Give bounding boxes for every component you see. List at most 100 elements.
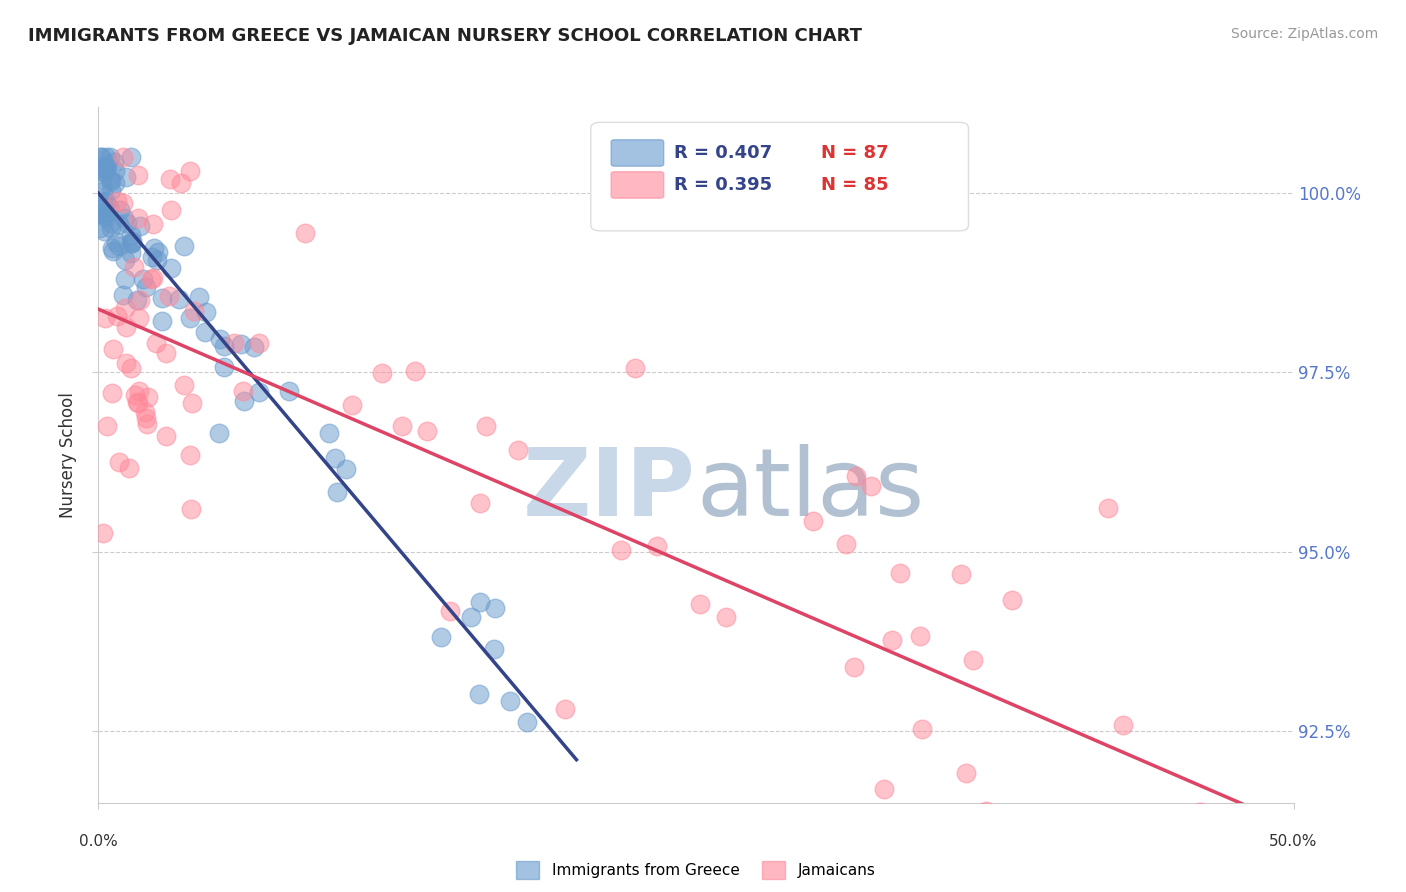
Point [121, 235, 143, 249]
Point [125, 395, 148, 409]
Point [484, 600, 506, 615]
Point [484, 642, 506, 657]
Point [91, 184, 114, 198]
Point [107, 239, 129, 253]
Point [610, 543, 633, 558]
Point [145, 336, 167, 351]
Point [294, 226, 316, 240]
Point [499, 693, 522, 707]
Point [468, 594, 491, 608]
Text: N = 87: N = 87 [821, 144, 889, 162]
Point [844, 660, 866, 674]
Point [90, 178, 112, 192]
Point [183, 303, 205, 318]
Point [108, 455, 131, 469]
Point [155, 346, 177, 360]
Point [371, 366, 394, 380]
Point [342, 398, 364, 412]
Point [179, 310, 201, 325]
Point [323, 450, 346, 465]
Point [516, 714, 538, 729]
Point [208, 426, 231, 441]
Text: R = 0.407: R = 0.407 [675, 144, 772, 162]
Point [243, 339, 266, 353]
Text: ZIP: ZIP [523, 443, 696, 536]
Point [115, 217, 138, 231]
Point [96, 150, 118, 164]
FancyBboxPatch shape [612, 172, 664, 198]
Point [141, 250, 163, 264]
Point [127, 211, 149, 226]
Point [105, 235, 128, 249]
Point [962, 653, 984, 667]
Point [121, 235, 143, 250]
Point [114, 320, 136, 334]
Point [689, 597, 711, 611]
Point [114, 301, 136, 315]
Point [623, 360, 645, 375]
Point [460, 610, 482, 624]
Point [100, 216, 122, 230]
Point [801, 514, 824, 528]
Point [188, 290, 211, 304]
Point [278, 384, 301, 398]
Point [159, 171, 181, 186]
Point [212, 339, 235, 353]
Point [93, 165, 115, 179]
Point [335, 461, 357, 475]
Point [111, 195, 134, 210]
Point [115, 356, 138, 370]
Point [120, 246, 142, 260]
Point [150, 291, 173, 305]
Point [114, 271, 136, 285]
Point [159, 203, 181, 218]
Point [232, 384, 254, 398]
Text: N = 85: N = 85 [821, 176, 889, 194]
Point [94, 194, 117, 209]
Point [122, 260, 145, 275]
Point [325, 484, 347, 499]
Point [120, 228, 142, 243]
Point [103, 155, 125, 169]
Point [212, 360, 235, 375]
Point [101, 244, 124, 259]
Point [146, 244, 169, 259]
Point [1188, 805, 1211, 819]
Point [98, 172, 121, 186]
Point [112, 211, 135, 225]
Point [127, 396, 149, 410]
Point [104, 164, 127, 178]
Point [229, 337, 252, 351]
Point [120, 150, 142, 164]
Point [142, 217, 165, 231]
Point [1152, 859, 1174, 873]
Point [180, 502, 202, 516]
Point [1142, 846, 1164, 860]
Point [94, 311, 117, 326]
Point [173, 239, 195, 253]
Point [880, 633, 903, 648]
Point [439, 604, 461, 618]
Point [136, 417, 159, 431]
Point [101, 342, 124, 356]
Point [100, 174, 122, 188]
Text: atlas: atlas [696, 443, 924, 536]
Point [249, 385, 271, 400]
Point [124, 388, 146, 402]
Point [94, 211, 117, 225]
Point [101, 241, 124, 255]
Point [111, 288, 134, 302]
Point [127, 168, 149, 182]
Point [181, 396, 204, 410]
Point [468, 496, 491, 510]
Text: R = 0.395: R = 0.395 [675, 176, 772, 194]
Point [195, 305, 218, 319]
Point [104, 177, 127, 191]
Point [91, 201, 114, 215]
Point [911, 723, 934, 737]
Point [318, 425, 340, 440]
Point [145, 253, 167, 268]
Point [860, 479, 883, 493]
Point [89, 202, 111, 216]
Text: IMMIGRANTS FROM GREECE VS JAMAICAN NURSERY SCHOOL CORRELATION CHART: IMMIGRANTS FROM GREECE VS JAMAICAN NURSE… [28, 27, 862, 45]
